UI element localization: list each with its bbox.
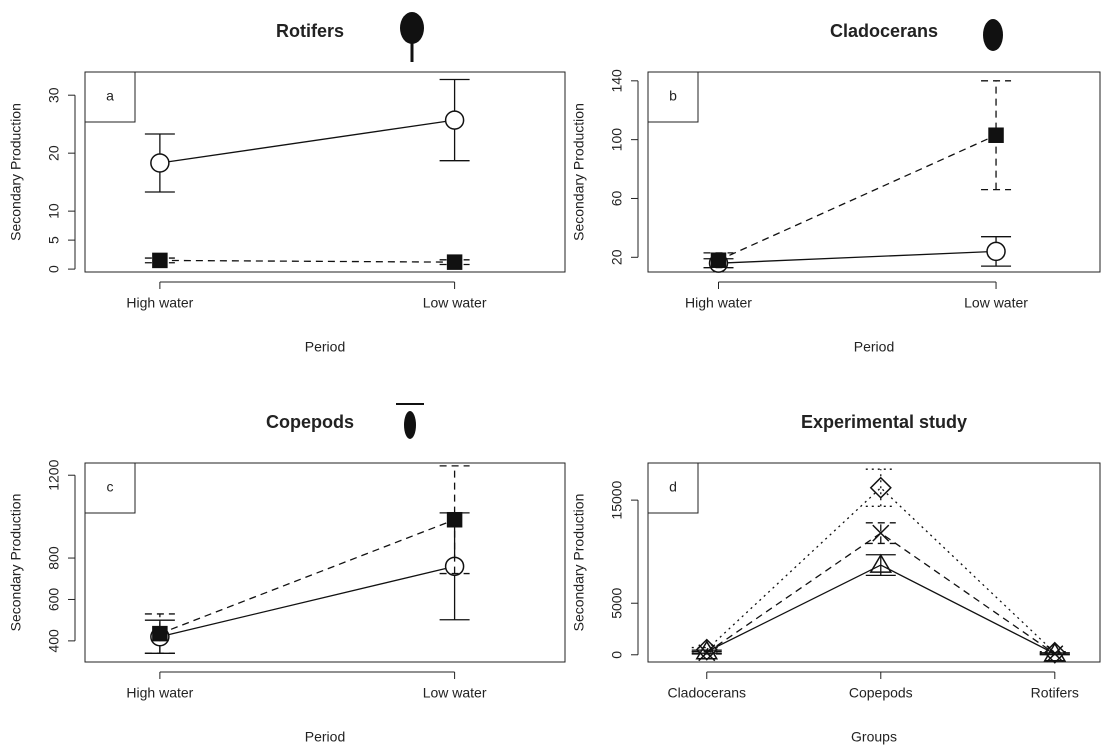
rotifer-icon [400,12,424,44]
panel-label: c [107,479,114,495]
y-tick-label: 10 [46,203,62,219]
panel: d Experimental study Groups Secondary Produ… [571,412,1100,745]
chart-title: Cladocerans [830,21,938,41]
y-tick-label: 1200 [46,459,62,490]
marker [446,111,464,129]
y-tick-label: 0 [609,651,625,659]
y-tick-label: 15000 [609,480,625,519]
x-tick-label: Rotifers [1031,685,1079,701]
panel: c Copepods Period Secondary Production 400 60… [8,412,565,745]
x-axis-label: Period [305,729,345,745]
series-line [707,565,1055,654]
marker [448,513,462,527]
marker [989,128,1003,142]
marker [448,255,462,269]
panel: b Cladocerans Period Secondary Production 20… [571,21,1100,355]
series-line [707,533,1055,654]
panel-label: b [669,88,677,104]
x-tick-label: Copepods [849,685,913,701]
marker [987,242,1005,260]
y-tick-label: 400 [46,629,62,653]
y-tick-label: 0 [46,265,62,273]
x-tick-label: High water [126,295,193,311]
panel-label: a [106,88,114,104]
y-axis-label: Secondary Production [8,494,24,632]
y-tick-label: 800 [46,546,62,570]
series-line [160,120,455,163]
y-tick-label: 5000 [609,587,625,618]
x-tick-label: Low water [423,295,487,311]
chart-title: Experimental study [801,412,967,432]
x-tick-label: Low water [964,295,1028,311]
x-axis-label: Period [305,339,345,355]
x-axis-label: Groups [851,729,897,745]
series-line [719,135,997,260]
series-line [719,251,997,263]
y-tick-label: 20 [609,249,625,265]
organism-icons [396,12,1003,439]
y-tick-label: 30 [46,87,62,103]
y-tick-label: 100 [609,128,625,152]
plot-frame [648,463,1100,662]
marker [153,253,167,267]
y-tick-label: 5 [46,236,62,244]
marker [153,627,167,641]
x-tick-label: Low water [423,685,487,701]
y-tick-label: 60 [609,190,625,206]
x-tick-label: High water [685,295,752,311]
y-axis-label: Secondary Production [571,494,587,632]
y-tick-label: 140 [609,69,625,93]
x-axis-label: Period [854,339,894,355]
panel: a Rotifers Period Secondary Production 0 5 10 2… [8,21,565,355]
marker [151,154,169,172]
x-tick-label: Cladocerans [667,685,746,701]
series-line [160,260,455,262]
chart-title: Rotifers [276,21,344,41]
y-axis-label: Secondary Production [571,103,587,241]
y-tick-label: 20 [46,145,62,161]
y-tick-label: 600 [46,588,62,612]
copepod-icon [404,411,416,439]
marker [712,253,726,267]
plot-frame [648,72,1100,272]
x-tick-label: High water [126,685,193,701]
cladoceran-icon [983,19,1003,51]
figure: a Rotifers Period Secondary Production 0 5 10 2… [0,0,1105,746]
panel-label: d [669,479,677,495]
y-axis-label: Secondary Production [8,103,24,241]
chart-title: Copepods [266,412,354,432]
